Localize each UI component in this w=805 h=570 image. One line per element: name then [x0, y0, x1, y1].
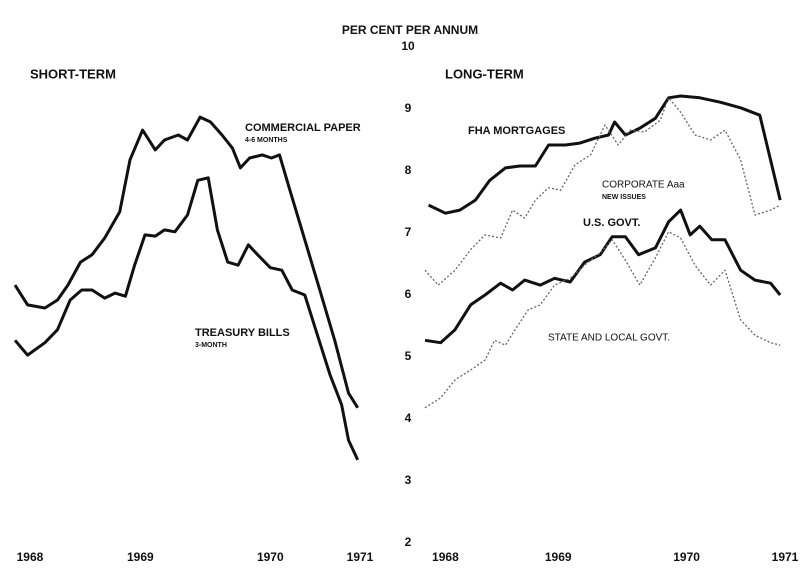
y-tick-label: 9	[405, 101, 412, 115]
series-label: STATE AND LOCAL GOVT.	[548, 333, 670, 344]
y-tick-label: 5	[405, 349, 412, 363]
series-label: TREASURY BILLS	[195, 327, 290, 339]
y-tick-label: 7	[405, 225, 412, 239]
x-tick-label: 1969	[127, 550, 154, 564]
series-line	[424, 97, 781, 286]
y-axis-label: PER CENT PER ANNUM	[342, 23, 478, 37]
series-line	[13, 176, 360, 461]
y-tick-label: 10	[401, 39, 415, 53]
series-line	[427, 94, 782, 215]
series-label: U.S. GOVT.	[583, 217, 640, 229]
y-tick-label: 6	[405, 287, 412, 301]
y-tick-label: 8	[405, 163, 412, 177]
series-sublabel: NEW ISSUES	[602, 194, 646, 201]
x-tick-label: 1971	[347, 550, 374, 564]
series-line	[13, 115, 359, 409]
panel-title: SHORT-TERM	[30, 66, 116, 81]
x-tick-label: 1971	[772, 550, 799, 564]
series-line	[424, 231, 781, 409]
panel-title: LONG-TERM	[445, 66, 524, 81]
x-tick-label: 1969	[545, 550, 572, 564]
y-tick-label: 3	[405, 473, 412, 487]
series-label: COMMERCIAL PAPER	[245, 122, 361, 134]
series-label: CORPORATE Aaa	[602, 180, 685, 191]
x-tick-label: 1968	[17, 550, 44, 564]
x-tick-label: 1970	[673, 550, 700, 564]
x-tick-label: 1968	[432, 550, 459, 564]
series-label: FHA MORTGAGES	[468, 125, 565, 137]
series-line	[424, 208, 782, 345]
y-tick-label: 4	[405, 411, 412, 425]
series-sublabel: 3-MONTH	[195, 342, 227, 349]
series-sublabel: 4-6 MONTHS	[245, 137, 288, 144]
x-tick-label: 1970	[257, 550, 284, 564]
y-tick-label: 2	[405, 535, 412, 549]
